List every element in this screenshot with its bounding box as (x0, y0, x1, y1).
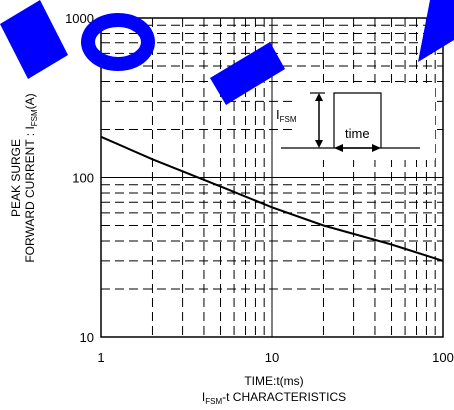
x-tick-labels: 1 10 100 (97, 350, 453, 365)
x-axis-label: TIME:t(ms) (244, 374, 303, 388)
y-axis-label-line1: PEAK SURGE (9, 139, 23, 217)
y-tick-label: 1000 (65, 11, 94, 26)
x-tick-label: 1 (97, 350, 104, 365)
series-line (100, 135, 444, 262)
y-tick-label: 100 (72, 171, 94, 186)
inset-time-label: time (345, 126, 370, 141)
watermark-bar (210, 42, 285, 105)
inset-pulse (333, 92, 382, 148)
chart-caption: IFSM-t CHARACTERISTICS (202, 390, 346, 406)
watermark (0, 0, 454, 105)
y-tick-label: 10 (80, 330, 94, 345)
y-axis-label-line2: FORWARD CURRENT : IFSM(A) (23, 93, 39, 262)
watermark-bar (418, 0, 454, 62)
y-tick-labels: 10 100 1000 (65, 11, 94, 345)
y-axis-label: PEAK SURGE FORWARD CURRENT : IFSM(A) (9, 93, 39, 262)
inset-ifsm-label: IFSM (276, 107, 297, 124)
watermark-ring (81, 13, 155, 71)
inset-arrow-down-icon (315, 140, 323, 148)
inset-arrow-left-icon (334, 144, 343, 152)
inset-arrow-right-icon (372, 144, 381, 152)
inset-arrow-up-icon (315, 93, 323, 101)
x-tick-label: 100 (432, 350, 454, 365)
plot-frame (100, 17, 444, 338)
watermark-bar (0, 0, 68, 79)
inset-pulse-diagram: IFSM time (276, 85, 435, 160)
x-tick-label: 10 (265, 350, 279, 365)
